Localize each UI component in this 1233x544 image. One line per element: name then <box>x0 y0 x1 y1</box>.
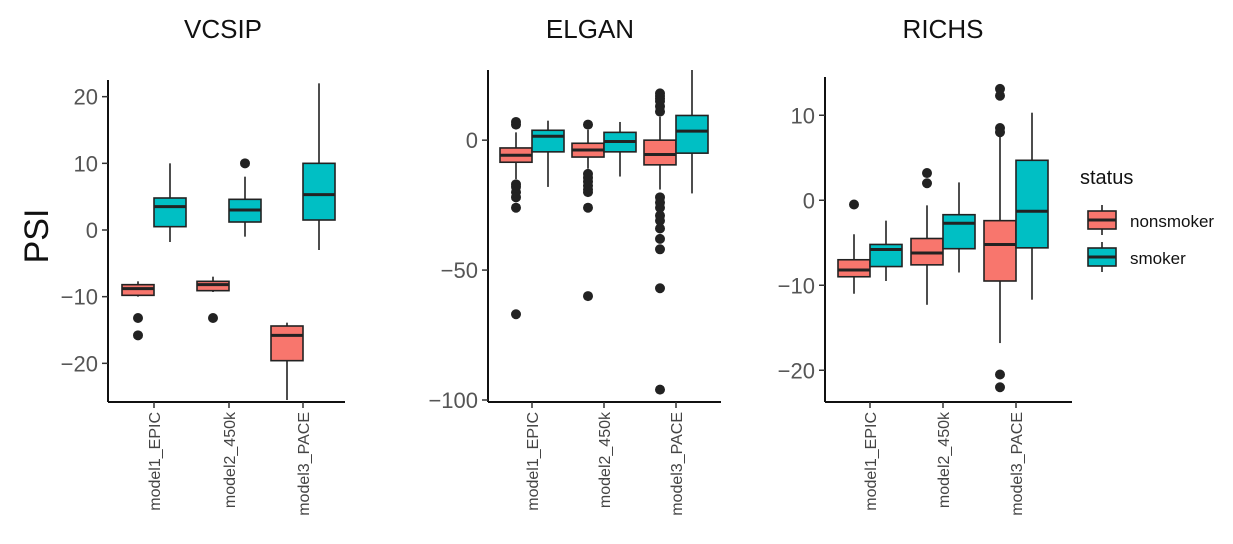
legend-title: status <box>1080 167 1133 189</box>
outlier-point <box>995 369 1005 380</box>
box-body <box>153 197 187 228</box>
legend-label: nonsmoker <box>1130 212 1214 231</box>
box-body <box>270 325 304 362</box>
box-body <box>643 139 677 166</box>
outlier-point <box>655 215 665 226</box>
box-body <box>1015 159 1049 249</box>
x-tick-label: model2_450k <box>597 411 614 508</box>
panel-vcsip: VCSIP −20 −10 0 10 20 model1_EPIC model2_450k m… <box>61 14 345 516</box>
y-tick-label: 10 <box>791 103 815 128</box>
panel-title: ELGAN <box>546 14 634 44</box>
box-model1_EPIC-nonsmoker <box>121 281 155 341</box>
legend: status nonsmoker smoker <box>1080 167 1214 272</box>
legend-item-smoker: smoker <box>1087 242 1186 272</box>
box-model2_450k-smoker <box>603 121 637 177</box>
y-tick-label: 10 <box>74 151 98 176</box>
y-tick-label: 0 <box>803 188 815 213</box>
panel-richs: RICHS −20 −10 0 10 model1_EPIC model2_450k mod… <box>778 14 1072 516</box>
box-body <box>531 129 565 153</box>
legend-key-smoker <box>1087 242 1117 272</box>
outlier-point <box>922 168 932 179</box>
outlier-point <box>511 192 521 203</box>
outlier-point <box>511 202 521 213</box>
outlier-point <box>133 330 143 341</box>
x-tick-label: model1_EPIC <box>525 412 542 511</box>
outlier-point <box>583 291 593 302</box>
x-tick-label: model1_EPIC <box>863 412 880 511</box>
y-tick-label: −50 <box>441 258 478 283</box>
box-model1_EPIC-nonsmoker <box>499 116 533 320</box>
box-model3_PACE-smoker <box>302 83 336 250</box>
panel-marks: −20 −10 0 10 20 model1_EPIC model2_450k model3_… <box>61 80 345 516</box>
outlier-point <box>655 202 665 213</box>
outlier-point <box>995 382 1005 393</box>
outlier-point <box>511 309 521 320</box>
box-model1_EPIC-smoker <box>153 163 187 242</box>
box-model3_PACE-nonsmoker <box>983 83 1017 393</box>
outlier-point <box>208 313 218 323</box>
outlier-point <box>655 384 665 395</box>
x-tick-label: model1_EPIC <box>147 412 164 511</box>
legend-key-nonsmoker <box>1087 205 1117 235</box>
outlier-point <box>655 244 665 255</box>
outlier-point <box>583 119 593 130</box>
box-model1_EPIC-smoker <box>869 220 903 281</box>
y-tick-label: −100 <box>428 388 478 413</box>
box-model3_PACE-smoker <box>1015 112 1049 300</box>
outlier-point <box>655 283 665 294</box>
box-model2_450k-smoker <box>942 182 976 273</box>
y-tick-label: 0 <box>466 128 478 153</box>
box-body <box>942 213 976 250</box>
box-model1_EPIC-smoker <box>531 120 565 187</box>
panel-title: VCSIP <box>184 14 262 44</box>
y-tick-label: 0 <box>86 218 98 243</box>
box-body <box>302 162 336 221</box>
outlier-point <box>922 178 932 189</box>
y-tick-label: −20 <box>778 358 815 383</box>
box-model3_PACE-nonsmoker <box>270 322 304 400</box>
panel-marks: −20 −10 0 10 model1_EPIC model2_450k model3_PA… <box>778 77 1072 516</box>
x-tick-label: model3_PACE <box>296 412 313 516</box>
box-model2_450k-nonsmoker <box>910 168 944 305</box>
x-tick-label: model3_PACE <box>1009 412 1026 516</box>
y-tick-label: 20 <box>74 85 98 110</box>
box-model1_EPIC-nonsmoker <box>837 199 871 294</box>
y-tick-label: −10 <box>778 273 815 298</box>
box-model3_PACE-nonsmoker <box>643 88 677 395</box>
outlier-point <box>995 83 1005 94</box>
outlier-point <box>995 123 1005 133</box>
y-tick-label: −10 <box>61 285 98 310</box>
legend-label: smoker <box>1130 249 1186 268</box>
box-model2_450k-nonsmoker <box>196 276 230 323</box>
y-tick-label: −20 <box>61 351 98 376</box>
box-body <box>675 114 709 154</box>
box-body <box>983 219 1017 282</box>
outlier-point <box>133 313 143 323</box>
outlier-point <box>655 88 665 99</box>
box-model2_450k-smoker <box>228 158 262 237</box>
box-body <box>837 258 871 278</box>
panel-marks: −100 −50 0 model1_EPIC model2_450k model3_PAC… <box>428 70 721 516</box>
box-model2_450k-nonsmoker <box>571 119 605 302</box>
panel-title: RICHS <box>903 14 984 44</box>
box-body <box>869 243 903 268</box>
outlier-point <box>583 202 593 213</box>
x-tick-label: model3_PACE <box>669 412 686 516</box>
outlier-point <box>511 116 521 127</box>
outlier-point <box>849 199 859 210</box>
outlier-point <box>240 158 250 169</box>
outlier-point <box>583 187 593 198</box>
box-model3_PACE-smoker <box>675 70 709 194</box>
x-tick-label: model2_450k <box>936 411 953 508</box>
outlier-point <box>655 223 665 234</box>
panel-elgan: ELGAN −100 −50 0 model1_EPIC model2_450k mode… <box>428 14 721 516</box>
y-axis-title: PSI <box>18 209 56 264</box>
legend-item-nonsmoker: nonsmoker <box>1087 205 1214 235</box>
x-tick-label: model2_450k <box>222 411 239 508</box>
outlier-point <box>655 233 665 244</box>
